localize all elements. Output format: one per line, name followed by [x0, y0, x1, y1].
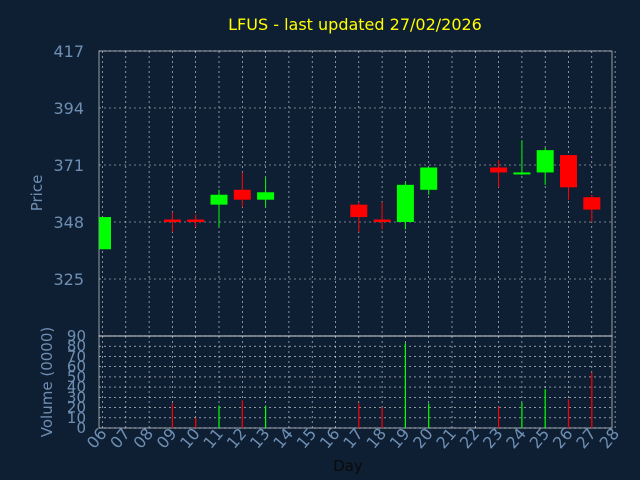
volume-tick-label: 30: [67, 388, 86, 406]
candle-body: [560, 155, 577, 188]
candle-body: [373, 219, 391, 222]
volume-tick-label: 50: [67, 368, 86, 386]
candlestick-series: [99, 140, 601, 250]
candle-body: [513, 172, 531, 175]
volume-tick-label: 90: [67, 327, 86, 345]
volume-tick-label: 20: [67, 399, 86, 417]
volume-axis-label: Volume (0000): [38, 327, 56, 437]
volume-tick-label: 40: [67, 378, 86, 396]
candle-body: [210, 194, 228, 205]
volume-panel-frame: [98, 335, 613, 429]
candle-body: [536, 150, 554, 173]
volume-tick-label: 0: [76, 419, 86, 437]
price-tick-label: 394: [53, 99, 84, 118]
price-y-ticks: 417 394 371 348 325: [53, 42, 84, 289]
candle-body: [233, 189, 251, 200]
volume-grid: [99, 335, 616, 429]
price-panel-frame: [98, 50, 613, 337]
x-tick-label: 28: [596, 424, 624, 452]
candle-body: [490, 167, 508, 173]
x-axis-ticks: 0607080910111213141516171819202122232425…: [83, 424, 623, 452]
candle-body: [350, 204, 368, 218]
volume-tick-label: 10: [67, 409, 86, 427]
candle-body: [163, 219, 181, 222]
chart-title: LFUS - last updated 27/02/2026: [228, 15, 482, 34]
price-grid: [99, 50, 616, 336]
price-tick-label: 325: [53, 270, 84, 289]
volume-tick-label: 70: [67, 347, 86, 365]
candle-body: [396, 184, 414, 222]
price-tick-label: 371: [53, 156, 84, 175]
candle-body: [187, 219, 205, 222]
candle-body: [99, 217, 111, 250]
volume-tick-label: 80: [67, 337, 86, 355]
volume-series: [171, 343, 593, 428]
candle-body: [257, 192, 275, 200]
candle-body: [420, 167, 438, 190]
volume-tick-label: 60: [67, 358, 86, 376]
x-axis-label: Day: [333, 457, 363, 475]
price-tick-label: 417: [53, 42, 84, 61]
price-axis-label: Price: [28, 175, 46, 212]
candle-body: [583, 197, 601, 210]
price-tick-label: 348: [53, 213, 84, 232]
